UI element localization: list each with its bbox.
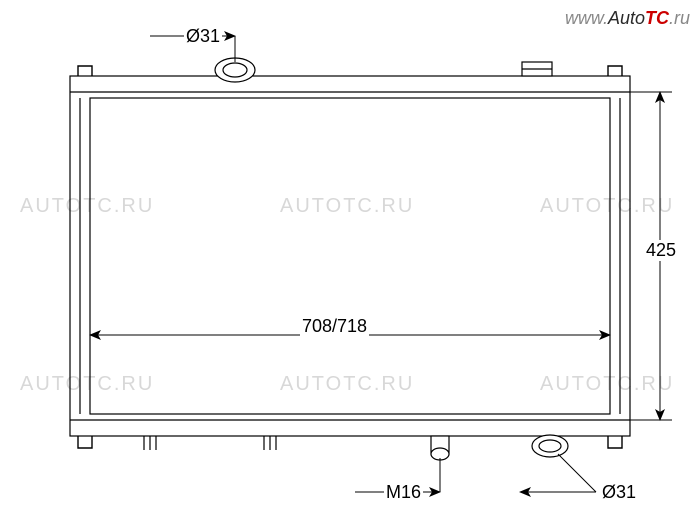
label-bottom-d31: Ø31	[600, 482, 638, 503]
label-height: 425	[644, 240, 678, 261]
radiator-outline	[70, 76, 630, 436]
radiator-diagram	[0, 0, 700, 526]
url-brand-main: Auto	[608, 8, 645, 28]
bottom-stubs	[144, 436, 276, 450]
bottom-outlet-port	[532, 435, 568, 457]
filler-cap	[522, 62, 552, 76]
dim-leader-bottom-d31	[520, 454, 596, 492]
label-m16: M16	[384, 482, 423, 503]
m16-port	[431, 436, 449, 460]
url-brand-accent: TC	[645, 8, 669, 28]
label-top-d31: Ø31	[184, 26, 222, 47]
url-suffix: .ru	[669, 8, 690, 28]
website-url: www.AutoTC.ru	[565, 8, 690, 29]
label-width: 708/718	[300, 316, 369, 337]
url-prefix: www.	[565, 8, 608, 28]
